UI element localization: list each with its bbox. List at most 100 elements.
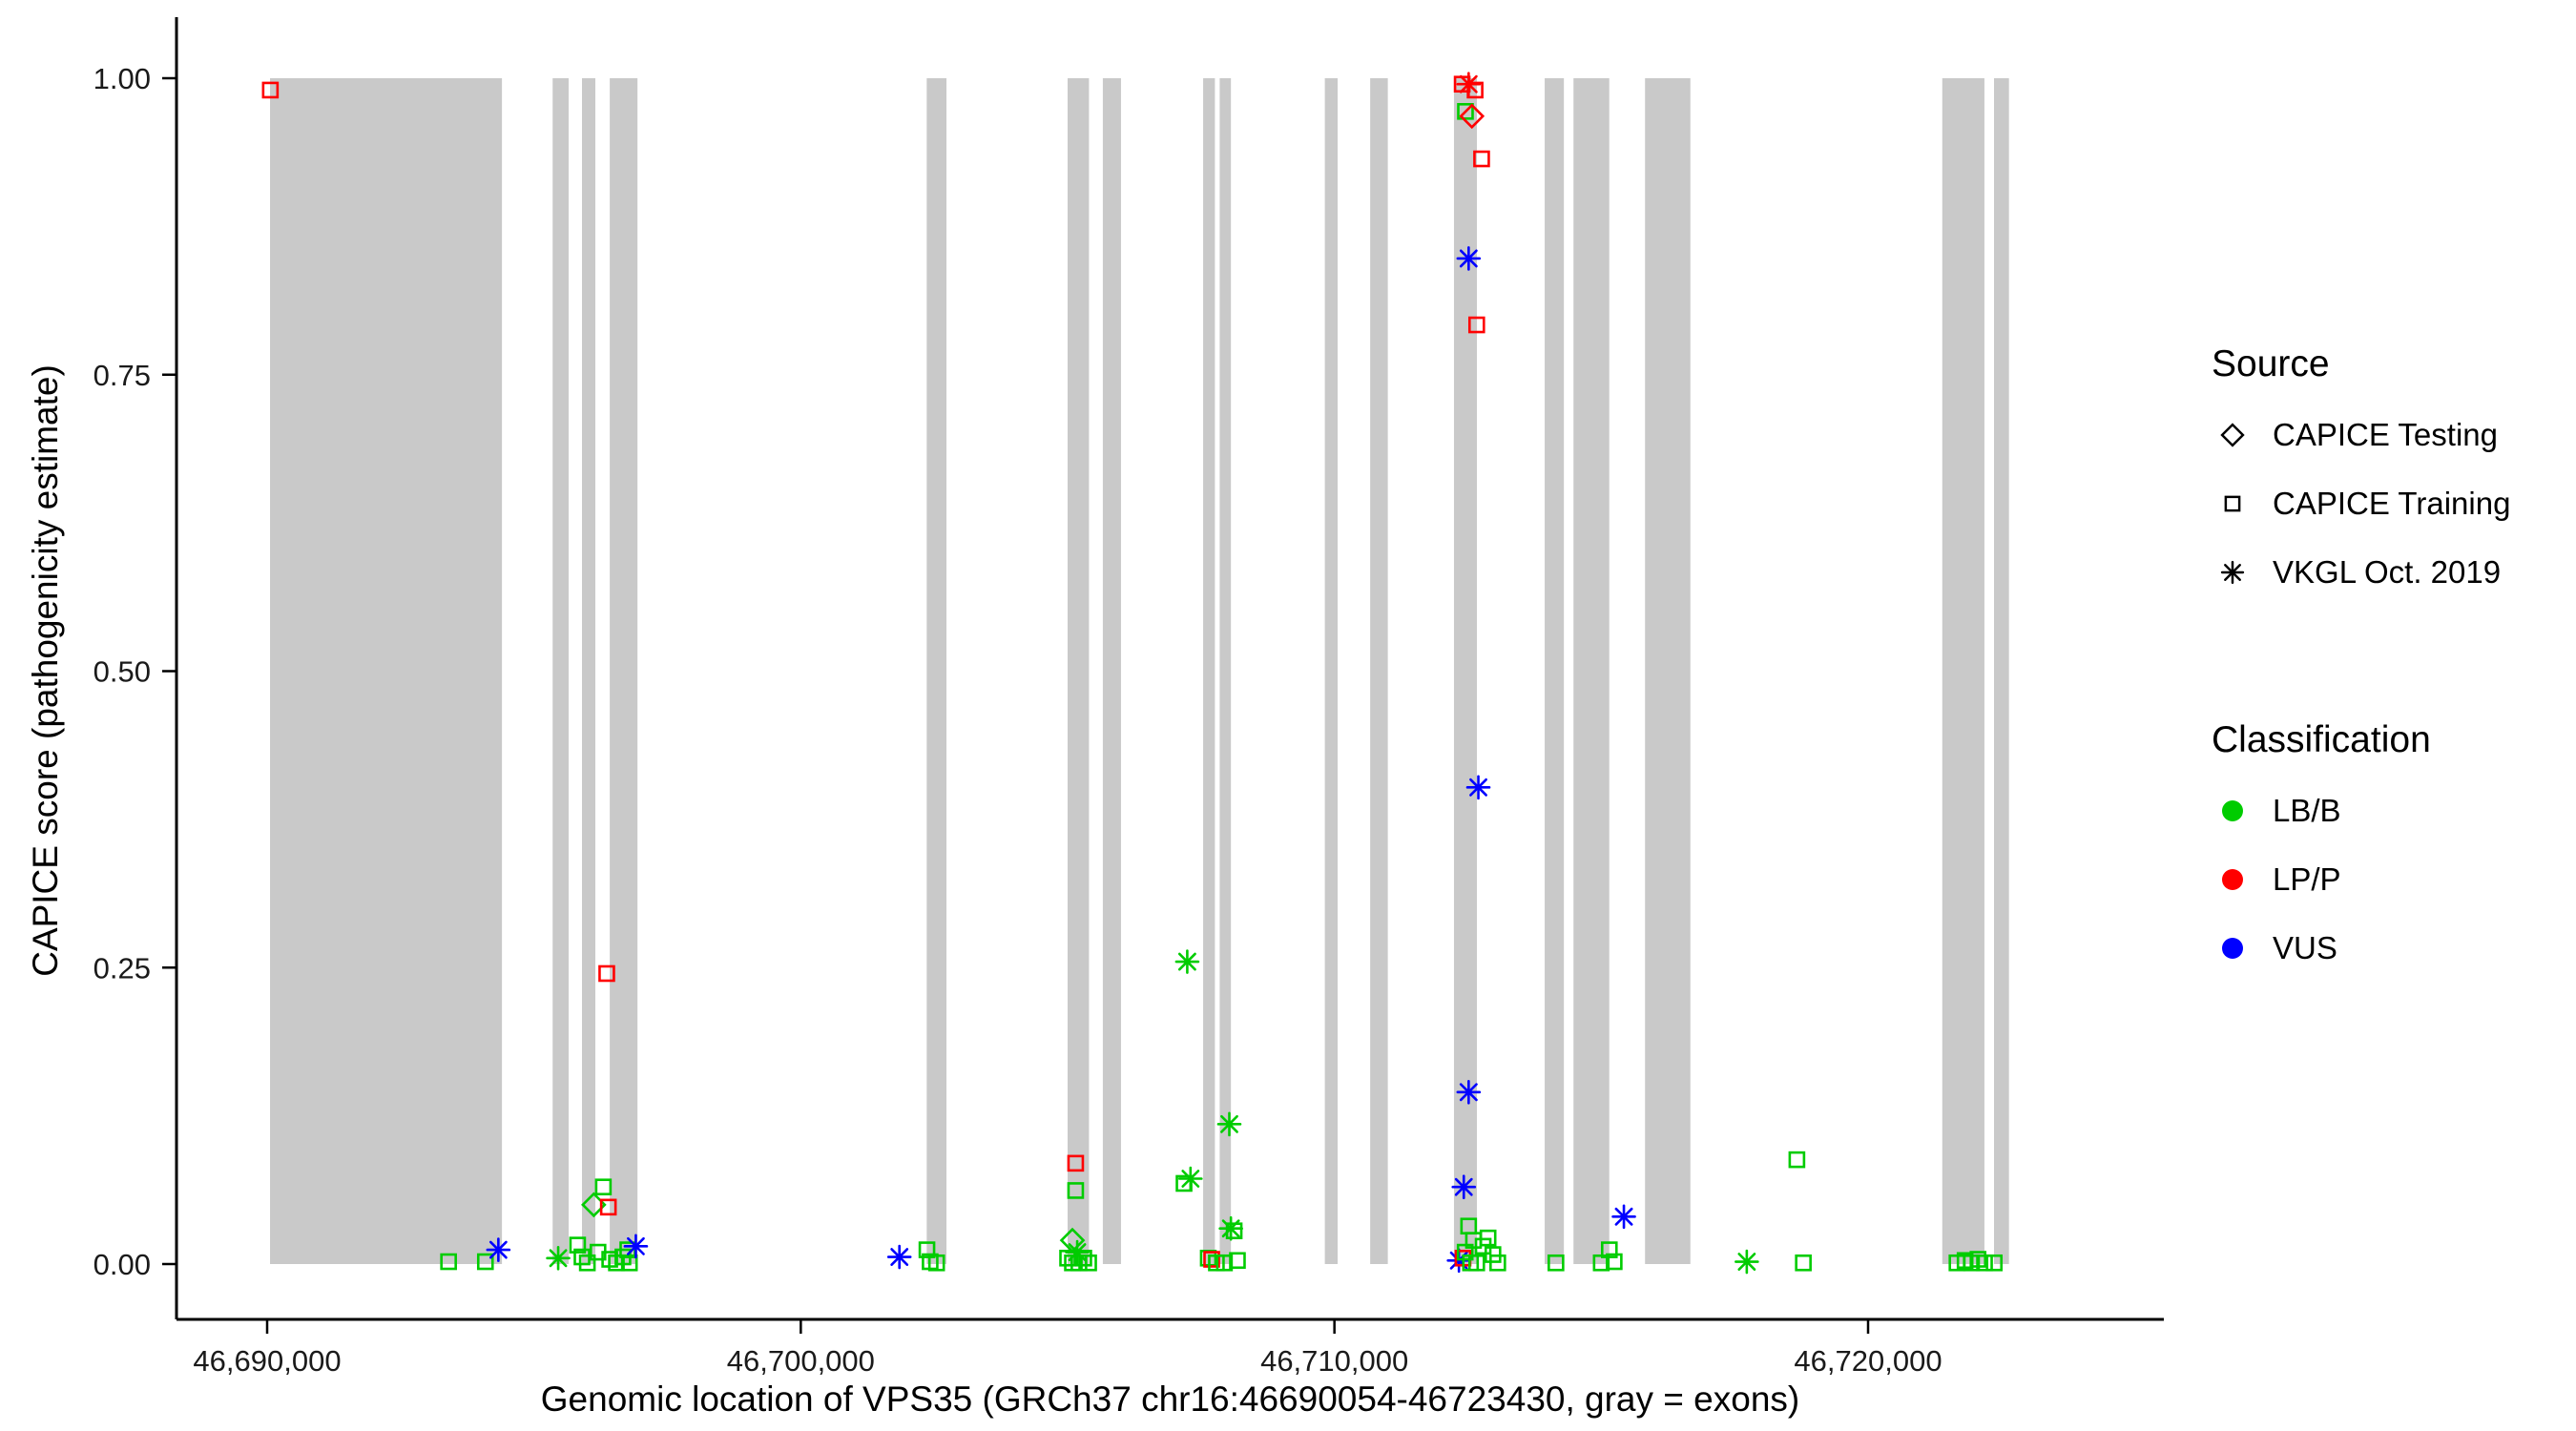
square-marker xyxy=(1457,103,1474,120)
exon-band xyxy=(1370,78,1388,1264)
asterisk-marker xyxy=(1737,1253,1756,1271)
legend: Source CAPICE Testing CAPICE Training VKGL… xyxy=(2212,343,2574,983)
legend-item-classification: LP/P xyxy=(2212,845,2574,914)
square-marker xyxy=(1479,1229,1497,1247)
asterisk-marker xyxy=(890,1248,909,1266)
y-tick-label: 0.50 xyxy=(93,655,151,689)
legend-classification: Classification LB/B LP/P VUS xyxy=(2212,719,2574,983)
exon-band xyxy=(1203,78,1215,1264)
square-marker xyxy=(1985,1254,2004,1272)
exon-band xyxy=(1573,78,1610,1264)
square-marker xyxy=(476,1253,494,1271)
square-marker xyxy=(1067,1182,1085,1199)
square-marker xyxy=(1489,1254,1506,1272)
legend-source-title: Source xyxy=(2212,343,2330,384)
exon-band xyxy=(1219,78,1232,1264)
x-tick-label: 46,710,000 xyxy=(1260,1344,1408,1378)
square-marker xyxy=(598,964,615,983)
exon-band xyxy=(1324,78,1339,1264)
exon-band xyxy=(1994,78,2009,1264)
square-marker xyxy=(261,81,280,99)
legend-source-label: CAPICE Testing xyxy=(2273,417,2498,452)
diamond-icon xyxy=(2220,423,2245,447)
square-icon xyxy=(2224,495,2241,512)
square-marker xyxy=(1466,81,1484,99)
exon-band xyxy=(1645,78,1691,1264)
square-marker xyxy=(1548,1254,1565,1272)
y-tick-label: 0.25 xyxy=(93,951,151,985)
square-marker xyxy=(620,1254,638,1272)
square-marker xyxy=(1080,1254,1097,1272)
asterisk-marker xyxy=(1469,778,1487,797)
square-marker xyxy=(1976,1254,1993,1272)
x-tick-label: 46,720,000 xyxy=(1794,1344,1942,1378)
asterisk-marker xyxy=(1459,1083,1478,1102)
y-tick-label: 0.00 xyxy=(93,1248,151,1281)
square-marker xyxy=(1795,1254,1812,1272)
square-marker xyxy=(1473,150,1490,168)
exon-band xyxy=(1102,78,1121,1264)
diamond-marker xyxy=(2220,423,2245,447)
y-axis-title: CAPICE score (pathogenicity estimate) xyxy=(26,364,65,977)
exon-band xyxy=(1068,78,1090,1264)
legend-classification-label: LP/P xyxy=(2273,861,2341,897)
diamond-marker xyxy=(1459,103,1485,130)
square-marker xyxy=(578,1254,596,1272)
exon-band xyxy=(552,78,570,1264)
legend-classification-items: LB/B LP/P VUS xyxy=(2212,777,2574,983)
asterisk-marker xyxy=(1177,952,1196,971)
exon-band xyxy=(1453,78,1478,1264)
legend-item-source: VKGL Oct. 2019 xyxy=(2212,538,2574,607)
exon-band xyxy=(610,78,638,1264)
exon-band xyxy=(270,78,503,1264)
square-marker xyxy=(1606,1253,1623,1271)
square-marker xyxy=(1225,1222,1243,1239)
asterisk-marker xyxy=(1220,1114,1238,1133)
asterisk-marker xyxy=(488,1240,508,1259)
asterisk-marker xyxy=(627,1236,645,1255)
square-marker xyxy=(1467,316,1485,334)
square-marker xyxy=(1067,1154,1085,1172)
square-marker xyxy=(2224,495,2241,512)
asterisk-marker xyxy=(549,1249,568,1268)
x-tick-label: 46,700,000 xyxy=(727,1344,875,1378)
legend-source: Source CAPICE Testing CAPICE Training VKGL… xyxy=(2212,343,2574,607)
exon-band xyxy=(1942,78,1984,1264)
square-marker xyxy=(569,1236,587,1254)
legend-source-label: CAPICE Training xyxy=(2273,486,2511,521)
exon-band xyxy=(582,78,595,1264)
asterisk-marker xyxy=(2224,564,2241,581)
exon-band xyxy=(926,78,947,1264)
square-marker xyxy=(1070,1254,1088,1272)
asterisk-icon xyxy=(2220,560,2245,585)
legend-classification-label: LB/B xyxy=(2273,793,2341,828)
legend-source-label: VKGL Oct. 2019 xyxy=(2273,554,2502,590)
asterisk-marker xyxy=(1181,1170,1200,1188)
legend-classification-label: VUS xyxy=(2273,930,2337,965)
legend-source-items: CAPICE Testing CAPICE Training VKGL Oct. 2… xyxy=(2212,401,2574,607)
square-marker xyxy=(1788,1151,1806,1169)
square-marker xyxy=(1203,1251,1220,1268)
asterisk-marker xyxy=(1459,249,1478,268)
x-axis-title: Genomic location of VPS35 (GRCh37 chr16:… xyxy=(540,1379,1800,1419)
y-tick-label: 1.00 xyxy=(93,62,151,95)
square-marker xyxy=(918,1241,936,1258)
asterisk-marker xyxy=(1614,1207,1633,1226)
legend-classification-title: Classification xyxy=(2212,719,2431,760)
square-marker xyxy=(440,1253,457,1271)
x-tick-label: 46,690,000 xyxy=(193,1344,341,1378)
square-marker xyxy=(927,1254,945,1272)
legend-item-source: CAPICE Training xyxy=(2212,469,2574,538)
classification-color-dot xyxy=(2222,938,2243,959)
square-marker xyxy=(1215,1254,1234,1272)
square-marker xyxy=(594,1178,613,1196)
square-marker xyxy=(1467,1254,1485,1272)
square-marker xyxy=(1229,1252,1246,1270)
legend-item-classification: LB/B xyxy=(2212,777,2574,845)
classification-color-dot xyxy=(2222,869,2243,890)
square-marker xyxy=(1075,1249,1092,1267)
asterisk-marker xyxy=(1454,1177,1473,1196)
square-marker xyxy=(599,1198,617,1216)
